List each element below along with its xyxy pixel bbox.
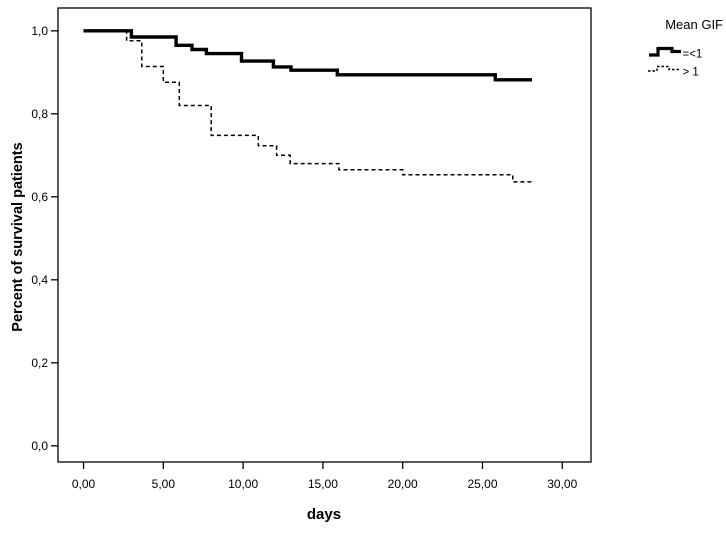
x-tick-label: 0,00 <box>72 477 96 491</box>
plot-frame <box>57 7 592 463</box>
y-axis-ticks: 0,0 0,2 0,4 0,6 0,8 1,0 <box>31 24 58 453</box>
x-axis-ticks: 0,00 5,00 10,00 15,00 20,00 25,00 30,00 <box>72 462 578 491</box>
x-tick-label: 30,00 <box>547 477 577 491</box>
x-tick-label: 15,00 <box>308 477 338 491</box>
survival-curve-dashed <box>83 30 532 183</box>
legend: Mean GIF =<1 > 1 <box>648 17 723 79</box>
y-tick-label: 0,8 <box>31 107 48 121</box>
x-tick-label: 5,00 <box>152 477 176 491</box>
legend-title: Mean GIF <box>665 17 723 32</box>
legend-solid-line-icon <box>649 46 681 57</box>
y-tick-label: 0,2 <box>31 356 48 370</box>
x-axis-title: days <box>307 506 341 523</box>
x-tick-label: 10,00 <box>228 477 258 491</box>
x-tick-label: 20,00 <box>388 477 418 491</box>
y-tick-label: 0,0 <box>31 439 48 453</box>
y-tick-label: 0,4 <box>31 273 48 287</box>
x-tick-label: 25,00 <box>467 477 497 491</box>
y-tick-label: 0,6 <box>31 190 48 204</box>
legend-label-solid: =<1 <box>683 49 703 61</box>
survival-curves <box>83 29 532 183</box>
y-tick-label: 1,0 <box>31 24 48 38</box>
y-axis-title: Percent of survival patients <box>10 142 26 331</box>
legend-dashed-line-icon <box>648 65 680 72</box>
survival-curve-solid <box>83 29 532 82</box>
legend-label-dashed: > 1 <box>683 67 699 79</box>
